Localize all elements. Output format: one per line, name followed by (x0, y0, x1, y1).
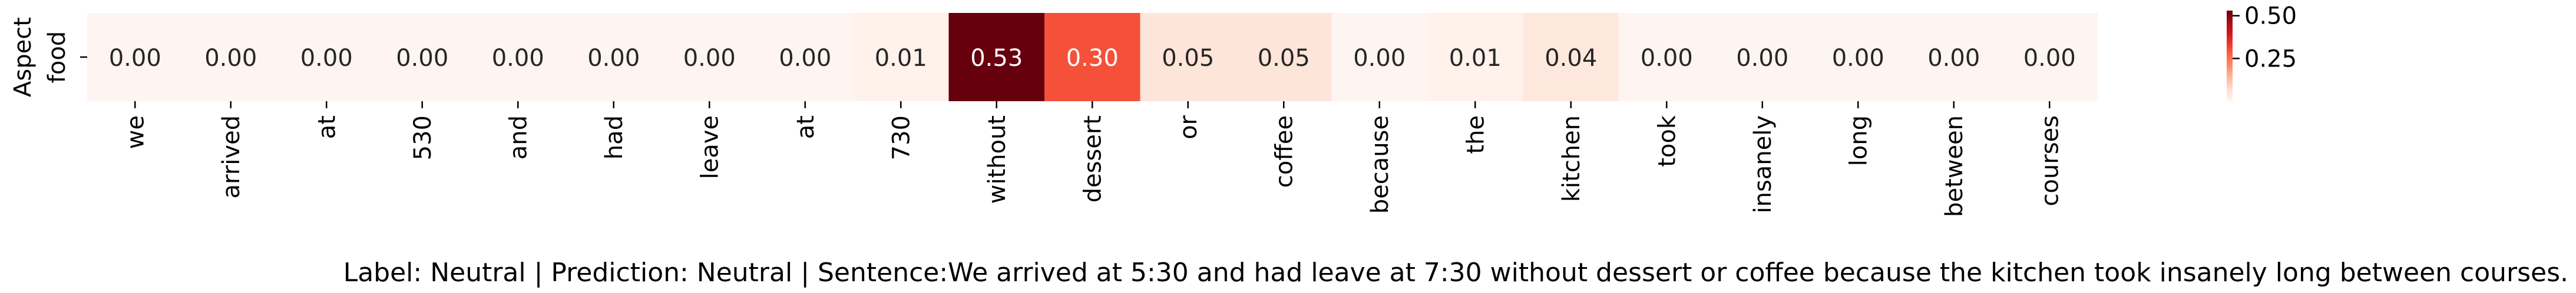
x-tick-label: between (1941, 115, 1968, 217)
cell-value-label: 0.53 (970, 45, 1023, 72)
x-tick-label: arrived (218, 115, 245, 198)
heatmap-cell (948, 13, 1045, 101)
heatmap-cell (566, 13, 662, 101)
y-axis: food Aspect (9, 17, 87, 97)
cell-value-label: 0.00 (1736, 45, 1788, 72)
x-tick-label: took (1654, 115, 1681, 167)
cell-value-label: 0.00 (396, 45, 448, 72)
x-tick-label: dessert (1079, 115, 1106, 202)
heatmap-cell (757, 13, 854, 101)
heatmap-cell (1044, 13, 1141, 101)
heatmap-cell (1140, 13, 1236, 101)
cell-value-label: 0.00 (300, 45, 353, 72)
heatmap-cell (662, 13, 758, 101)
heatmap-cell (1427, 13, 1524, 101)
cell-value-label: 0.00 (492, 45, 544, 72)
x-tick-label: we (122, 115, 149, 149)
x-tick-label: 530 (409, 115, 437, 160)
x-tick-label: or (1175, 115, 1202, 139)
heatmap-cell (1619, 13, 1715, 101)
x-tick-label: at (792, 115, 819, 139)
x-tick-label: insanely (1750, 115, 1777, 214)
heatmap-cell (279, 13, 375, 101)
heatmap-cell (1906, 13, 2002, 101)
x-tick-label: without (984, 115, 1011, 204)
x-tick-label: 730 (888, 115, 915, 160)
cell-value-label: 0.00 (779, 45, 831, 72)
colorbar-gradient (2227, 11, 2233, 101)
heatmap-cell (374, 13, 471, 101)
colorbar-tick-label: 0.25 (2244, 45, 2297, 72)
heatmap-cell (1714, 13, 1811, 101)
x-tick-label: long (1845, 115, 1872, 166)
colorbar: 0.25 0.50 (2227, 3, 2297, 101)
x-tick-label: kitchen (1558, 115, 1585, 202)
cell-value-label: 0.01 (875, 45, 927, 72)
y-axis-label: Aspect (9, 17, 37, 97)
cell-value-label: 0.00 (1927, 45, 1980, 72)
heatmap-cells: 0.00 0.00 0.00 0.00 0.00 0.00 0.00 0.00 0.01 0.53… (87, 13, 2098, 101)
cell-value-label: 0.00 (204, 45, 257, 72)
heatmap-cell (2002, 13, 2098, 101)
heatmap-cell (1331, 13, 1428, 101)
heatmap-cell (853, 13, 950, 101)
x-tick-label: at (313, 115, 340, 139)
cell-value-label: 0.00 (683, 45, 736, 72)
x-tick-label: the (1462, 115, 1489, 154)
x-tick-label: and (505, 115, 532, 159)
heatmap-cell (1523, 13, 1619, 101)
x-tick-label: had (601, 115, 628, 159)
x-tick-label: because (1367, 115, 1394, 214)
cell-value-label: 0.00 (587, 45, 640, 72)
heatmap-cell (1810, 13, 1907, 101)
cell-value-label: 0.00 (1353, 45, 1406, 72)
x-axis-ticks: we arrived at 530 and had leave at 730 without des… (122, 101, 2064, 217)
y-tick-label: food (44, 31, 71, 83)
heatmap-cell (470, 13, 567, 101)
cell-value-label: 0.30 (1066, 45, 1119, 72)
cell-value-label: 0.04 (1545, 45, 1597, 72)
x-tick-label: courses (2036, 115, 2064, 207)
cell-value-label: 0.00 (1641, 45, 1693, 72)
colorbar-tick-label: 0.50 (2244, 3, 2297, 30)
heatmap-cell (183, 13, 279, 101)
cell-value-label: 0.05 (1162, 45, 1214, 72)
cell-value-label: 0.01 (1449, 45, 1502, 72)
x-tick-label: coffee (1271, 115, 1298, 188)
cell-value-label: 0.05 (1258, 45, 1310, 72)
cell-value-label: 0.00 (1832, 45, 1884, 72)
x-tick-label: leave (696, 115, 723, 179)
heatmap-cell (87, 13, 184, 101)
heatmap-cell (1236, 13, 1332, 101)
chart-caption: Label: Neutral | Prediction: Neutral | S… (343, 258, 2568, 288)
cell-value-label: 0.00 (109, 45, 161, 72)
cell-value-label: 0.00 (2023, 45, 2076, 72)
